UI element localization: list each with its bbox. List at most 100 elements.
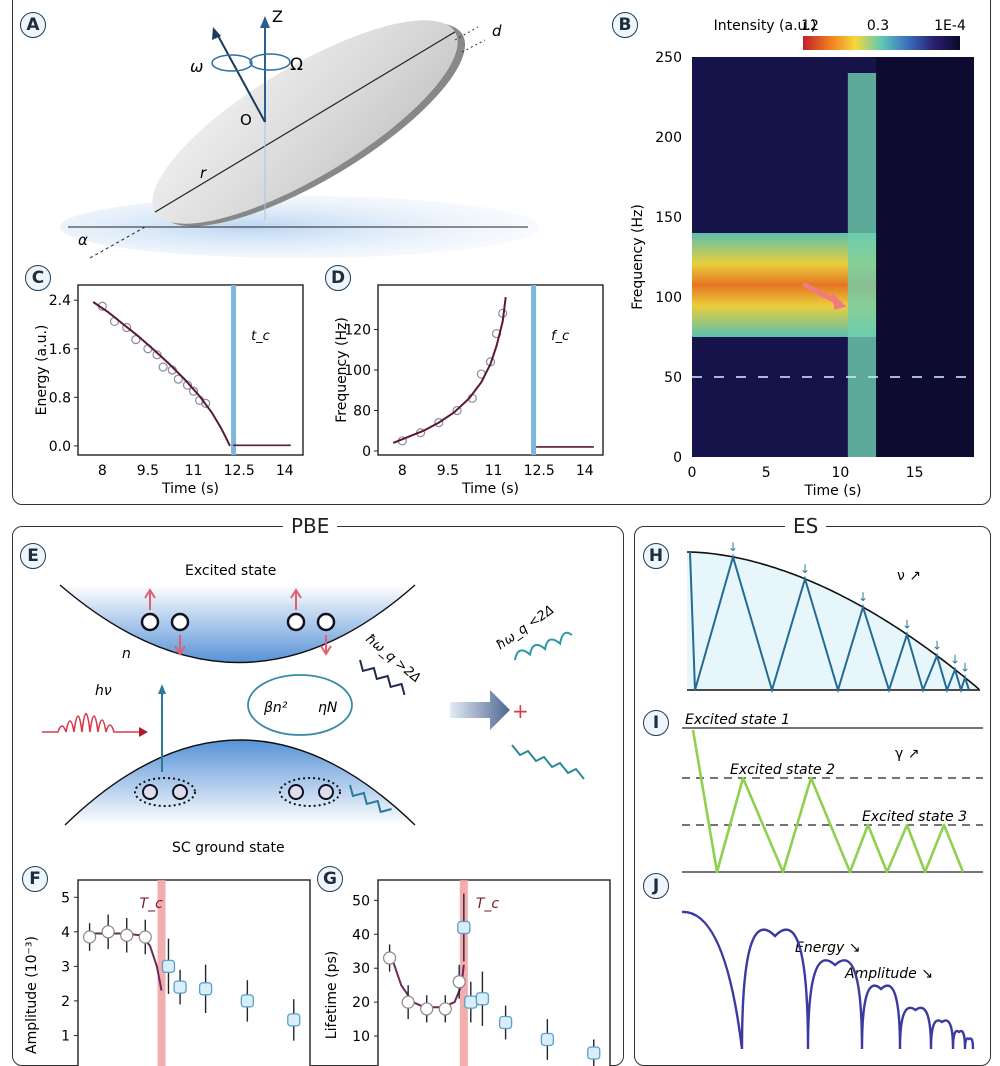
x-tick-label: 12.5	[524, 463, 555, 479]
x-axis-label: Time (s)	[804, 483, 862, 499]
y-tick-label: 50	[352, 893, 370, 909]
excited-state-2-label: Excited state 2	[730, 762, 835, 778]
ground-pairs	[134, 777, 341, 807]
ground-state-label: SC ground state	[172, 840, 285, 856]
panel-d-frequency-chart: 0 80 100 120 8 9.5 11 12.5 14 Time (s) Frequency (…	[334, 284, 604, 497]
data-point	[122, 322, 132, 333]
plot-frame	[377, 284, 604, 456]
panel-label-g: G	[317, 866, 343, 892]
impact-arrow-icon: ↓	[902, 617, 912, 631]
data-point	[434, 418, 444, 428]
label-origin: O	[240, 111, 252, 129]
y-tick-label: 5	[61, 890, 70, 906]
impact-arrow-icon: ↓	[950, 653, 960, 667]
data-point	[198, 982, 213, 996]
y-axis-label: Energy (a.u.)	[34, 325, 50, 416]
y-tick-label: 50	[664, 370, 682, 386]
y-tick-label: 2.4	[49, 293, 71, 309]
panel-label-d: D	[325, 265, 351, 291]
data-point	[131, 335, 141, 345]
x-axis-label: Time (s)	[461, 481, 519, 497]
label-thickness: d	[492, 22, 502, 40]
panel-label-b: B	[612, 12, 638, 38]
colorbar	[803, 36, 960, 50]
data-point	[201, 398, 211, 408]
data-point	[101, 925, 115, 939]
plot-frame	[77, 284, 304, 456]
y-tick-label: 0.0	[49, 439, 71, 455]
tilt-dashed	[89, 226, 146, 259]
critical-time-line	[531, 285, 537, 455]
tc-label: T_c	[476, 896, 500, 912]
x-axis-label: Time (s)	[161, 481, 219, 497]
colorbar-tick: 12	[801, 18, 819, 34]
decay-path	[691, 729, 965, 874]
excited-state-3-label: Excited state 3	[862, 809, 967, 825]
photon-label: hν	[95, 683, 112, 699]
plot-frame	[377, 879, 611, 1066]
panel-e-pbe-diagram: Excited state SC ground state n hν βn² η…	[42, 563, 585, 856]
panel-b-spectrogram: Intensity (a.u.)12 0.3 1E-4050100150200250…	[630, 18, 974, 499]
excited-state-1-label: Excited state 1	[685, 712, 790, 728]
data-point	[173, 980, 187, 994]
panel-h-bounce-diagram: ↓↓↓↓↓↓↓ν ↗	[686, 540, 980, 694]
y-tick-label: 3	[61, 959, 70, 975]
y-tick-label: 10	[352, 1029, 370, 1045]
colorbar-tick: 1E-4	[934, 18, 966, 34]
es-frame: ES	[634, 514, 991, 1066]
data-point	[161, 959, 176, 974]
data-point	[420, 1002, 434, 1016]
tc-band	[157, 880, 166, 1066]
panel-g-lifetime-chart: 10 20 30 40 50 Lifetime (ps) T_c	[324, 879, 611, 1066]
panel-f-amplitude-chart: 1 2 3 4 5 Amplitude (10⁻³) T_c	[24, 879, 311, 1066]
y-axis-label: Frequency (Hz)	[630, 204, 646, 310]
y-tick-label: 30	[352, 961, 370, 977]
x-tick-label: 9.5	[437, 463, 459, 479]
ground-band-curve	[64, 739, 416, 826]
label-z: Z	[272, 7, 283, 26]
data-point	[120, 928, 134, 942]
y-tick-label: 0.8	[49, 390, 71, 406]
bounce-arcs	[681, 910, 975, 1050]
fit-curve	[392, 296, 507, 444]
tc-label: T_c	[140, 896, 164, 912]
x-tick-label: 5	[762, 465, 771, 481]
data-point	[158, 362, 168, 372]
disk-diameter	[154, 31, 456, 213]
label-tilt: α	[78, 231, 88, 249]
absorb-wave	[349, 784, 392, 814]
excited-state-label: Excited state	[185, 563, 276, 579]
data-point	[188, 386, 199, 396]
data-point	[173, 374, 183, 384]
x-tick-label: 11	[485, 463, 503, 479]
pbe-title: PBE	[283, 514, 338, 538]
data-point	[82, 930, 97, 944]
annotation-arrowhead	[831, 292, 847, 310]
x-tick-label: 12.5	[224, 463, 255, 479]
y-axis-label: Frequency (Hz)	[334, 317, 350, 423]
colorbar-tick: 0.3	[867, 18, 889, 34]
y-tick-label: 4	[61, 925, 70, 941]
recombination-plus: +	[512, 699, 529, 723]
x-tick-label: 8	[398, 463, 407, 479]
x-tick-label: 9.5	[137, 463, 159, 479]
data-point	[464, 995, 478, 1009]
y-tick-label: 100	[655, 290, 682, 306]
envelope-curve	[686, 551, 980, 690]
beta-term: βn²	[263, 700, 288, 716]
critical-label: t_c	[251, 329, 270, 344]
panel-label-h: H	[643, 543, 669, 569]
panel-label-j: J	[643, 873, 669, 899]
x-tick-label: 14	[576, 463, 594, 479]
y-axis-label: Lifetime (ps)	[324, 951, 340, 1039]
colorbar-title: Intensity (a.u.)	[714, 18, 817, 34]
data-point	[138, 930, 152, 944]
y-tick-label: 40	[352, 927, 370, 943]
impact-arrow-icon: ↓	[932, 639, 942, 653]
data-point	[382, 951, 397, 965]
emit-low-label: ħω_q <2Δ	[494, 603, 557, 654]
y-tick-label: 0	[362, 444, 371, 460]
vertical-band	[847, 73, 877, 457]
phonon-wave	[511, 744, 585, 780]
y-tick-label: 250	[655, 50, 682, 66]
